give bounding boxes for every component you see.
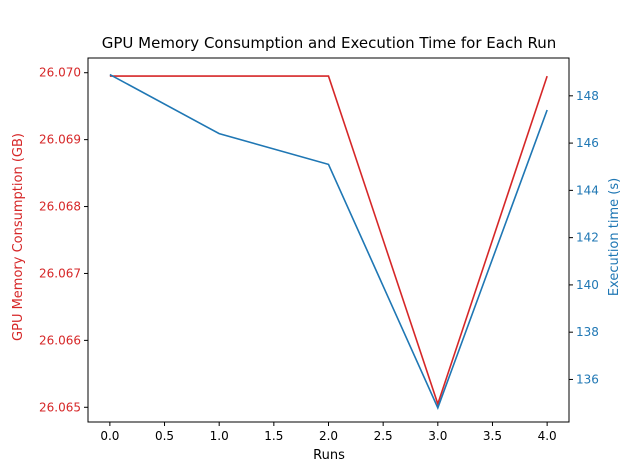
- left-y-axis-label: GPU Memory Consumption (GB): [11, 133, 26, 341]
- right-y-tick-label-1: 138: [576, 325, 599, 339]
- x-axis-label: Runs: [313, 448, 345, 463]
- plot-frame: [87, 57, 570, 423]
- chart-title: GPU Memory Consumption and Execution Tim…: [102, 34, 557, 52]
- plot-area: 0.0 0.5 1.0 1.5 2.0 2.5 3.0 3.5 4.0 26.065 26.066 2…: [39, 57, 599, 443]
- right-y-tick-label-3: 142: [576, 231, 599, 245]
- left-y-tick-label-4: 26.069: [39, 133, 81, 147]
- x-tick-label-6: 3.0: [428, 429, 447, 443]
- x-tick-label-3: 1.5: [264, 429, 283, 443]
- x-tick-label-4: 2.0: [319, 429, 338, 443]
- left-y-tick-label-3: 26.068: [39, 200, 81, 214]
- right-y-tick-label-6: 148: [576, 89, 599, 103]
- x-tick-label-8: 4.0: [538, 429, 557, 443]
- x-tick-label-2: 1.0: [210, 429, 229, 443]
- series-line-execution-time: [109, 73, 548, 410]
- right-y-tick-label-0: 136: [576, 372, 599, 386]
- x-tick-label-7: 3.5: [483, 429, 502, 443]
- x-tick-label-0: 0.0: [100, 429, 119, 443]
- right-y-tick-label-4: 144: [576, 183, 599, 197]
- left-y-tick-label-1: 26.066: [39, 333, 81, 347]
- right-y-axis-label: Execution time (s): [607, 178, 622, 296]
- right-y-tick-label-2: 140: [576, 278, 599, 292]
- left-y-tick-label-0: 26.065: [39, 400, 81, 414]
- left-y-tick-label-2: 26.067: [39, 266, 81, 280]
- x-tick-label-5: 2.5: [374, 429, 393, 443]
- right-y-tick-label-5: 146: [576, 136, 599, 150]
- x-tick-label-1: 0.5: [155, 429, 174, 443]
- series-line-gpu-memory: [109, 75, 548, 407]
- left-y-tick-label-5: 26.070: [39, 66, 81, 80]
